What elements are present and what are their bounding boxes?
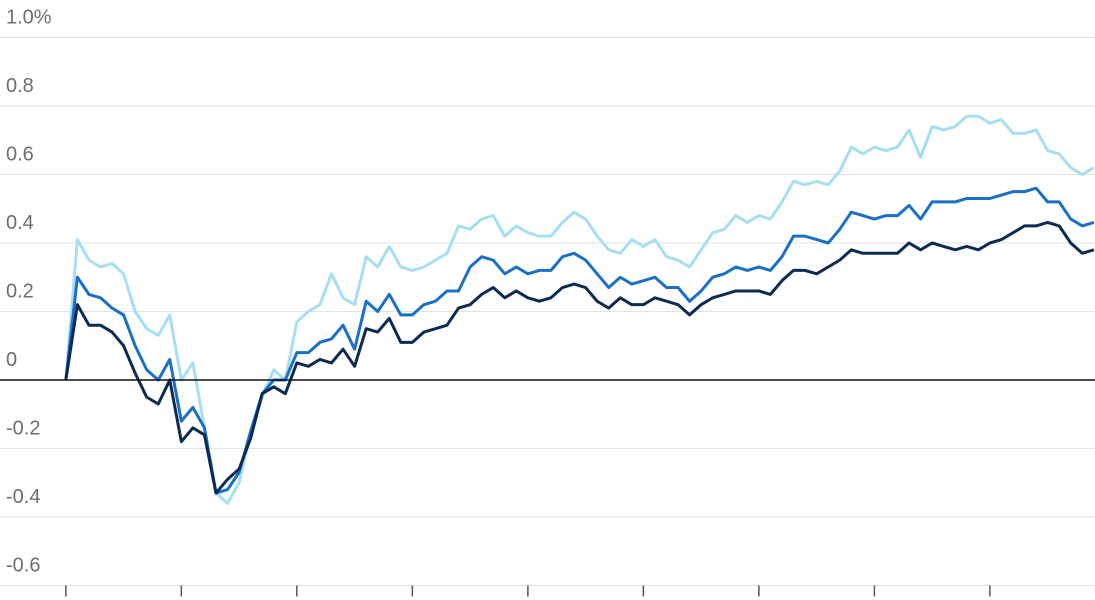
y-tick-label: -0.2	[6, 418, 40, 440]
series-line	[64, 114, 1095, 505]
y-tick-label: 0.2	[6, 281, 34, 303]
y-tick-label: 0.6	[6, 144, 34, 166]
y-tick-label: 0.8	[6, 75, 34, 97]
series-line	[64, 186, 1095, 495]
y-tick-label: -0.4	[6, 486, 40, 508]
y-tick-label: 0.4	[6, 212, 34, 234]
y-tick-label: 0	[6, 349, 17, 371]
y-tick-label: -0.6	[6, 555, 40, 577]
series-line	[64, 220, 1095, 495]
y-tick-label: 1.0%	[6, 7, 52, 29]
